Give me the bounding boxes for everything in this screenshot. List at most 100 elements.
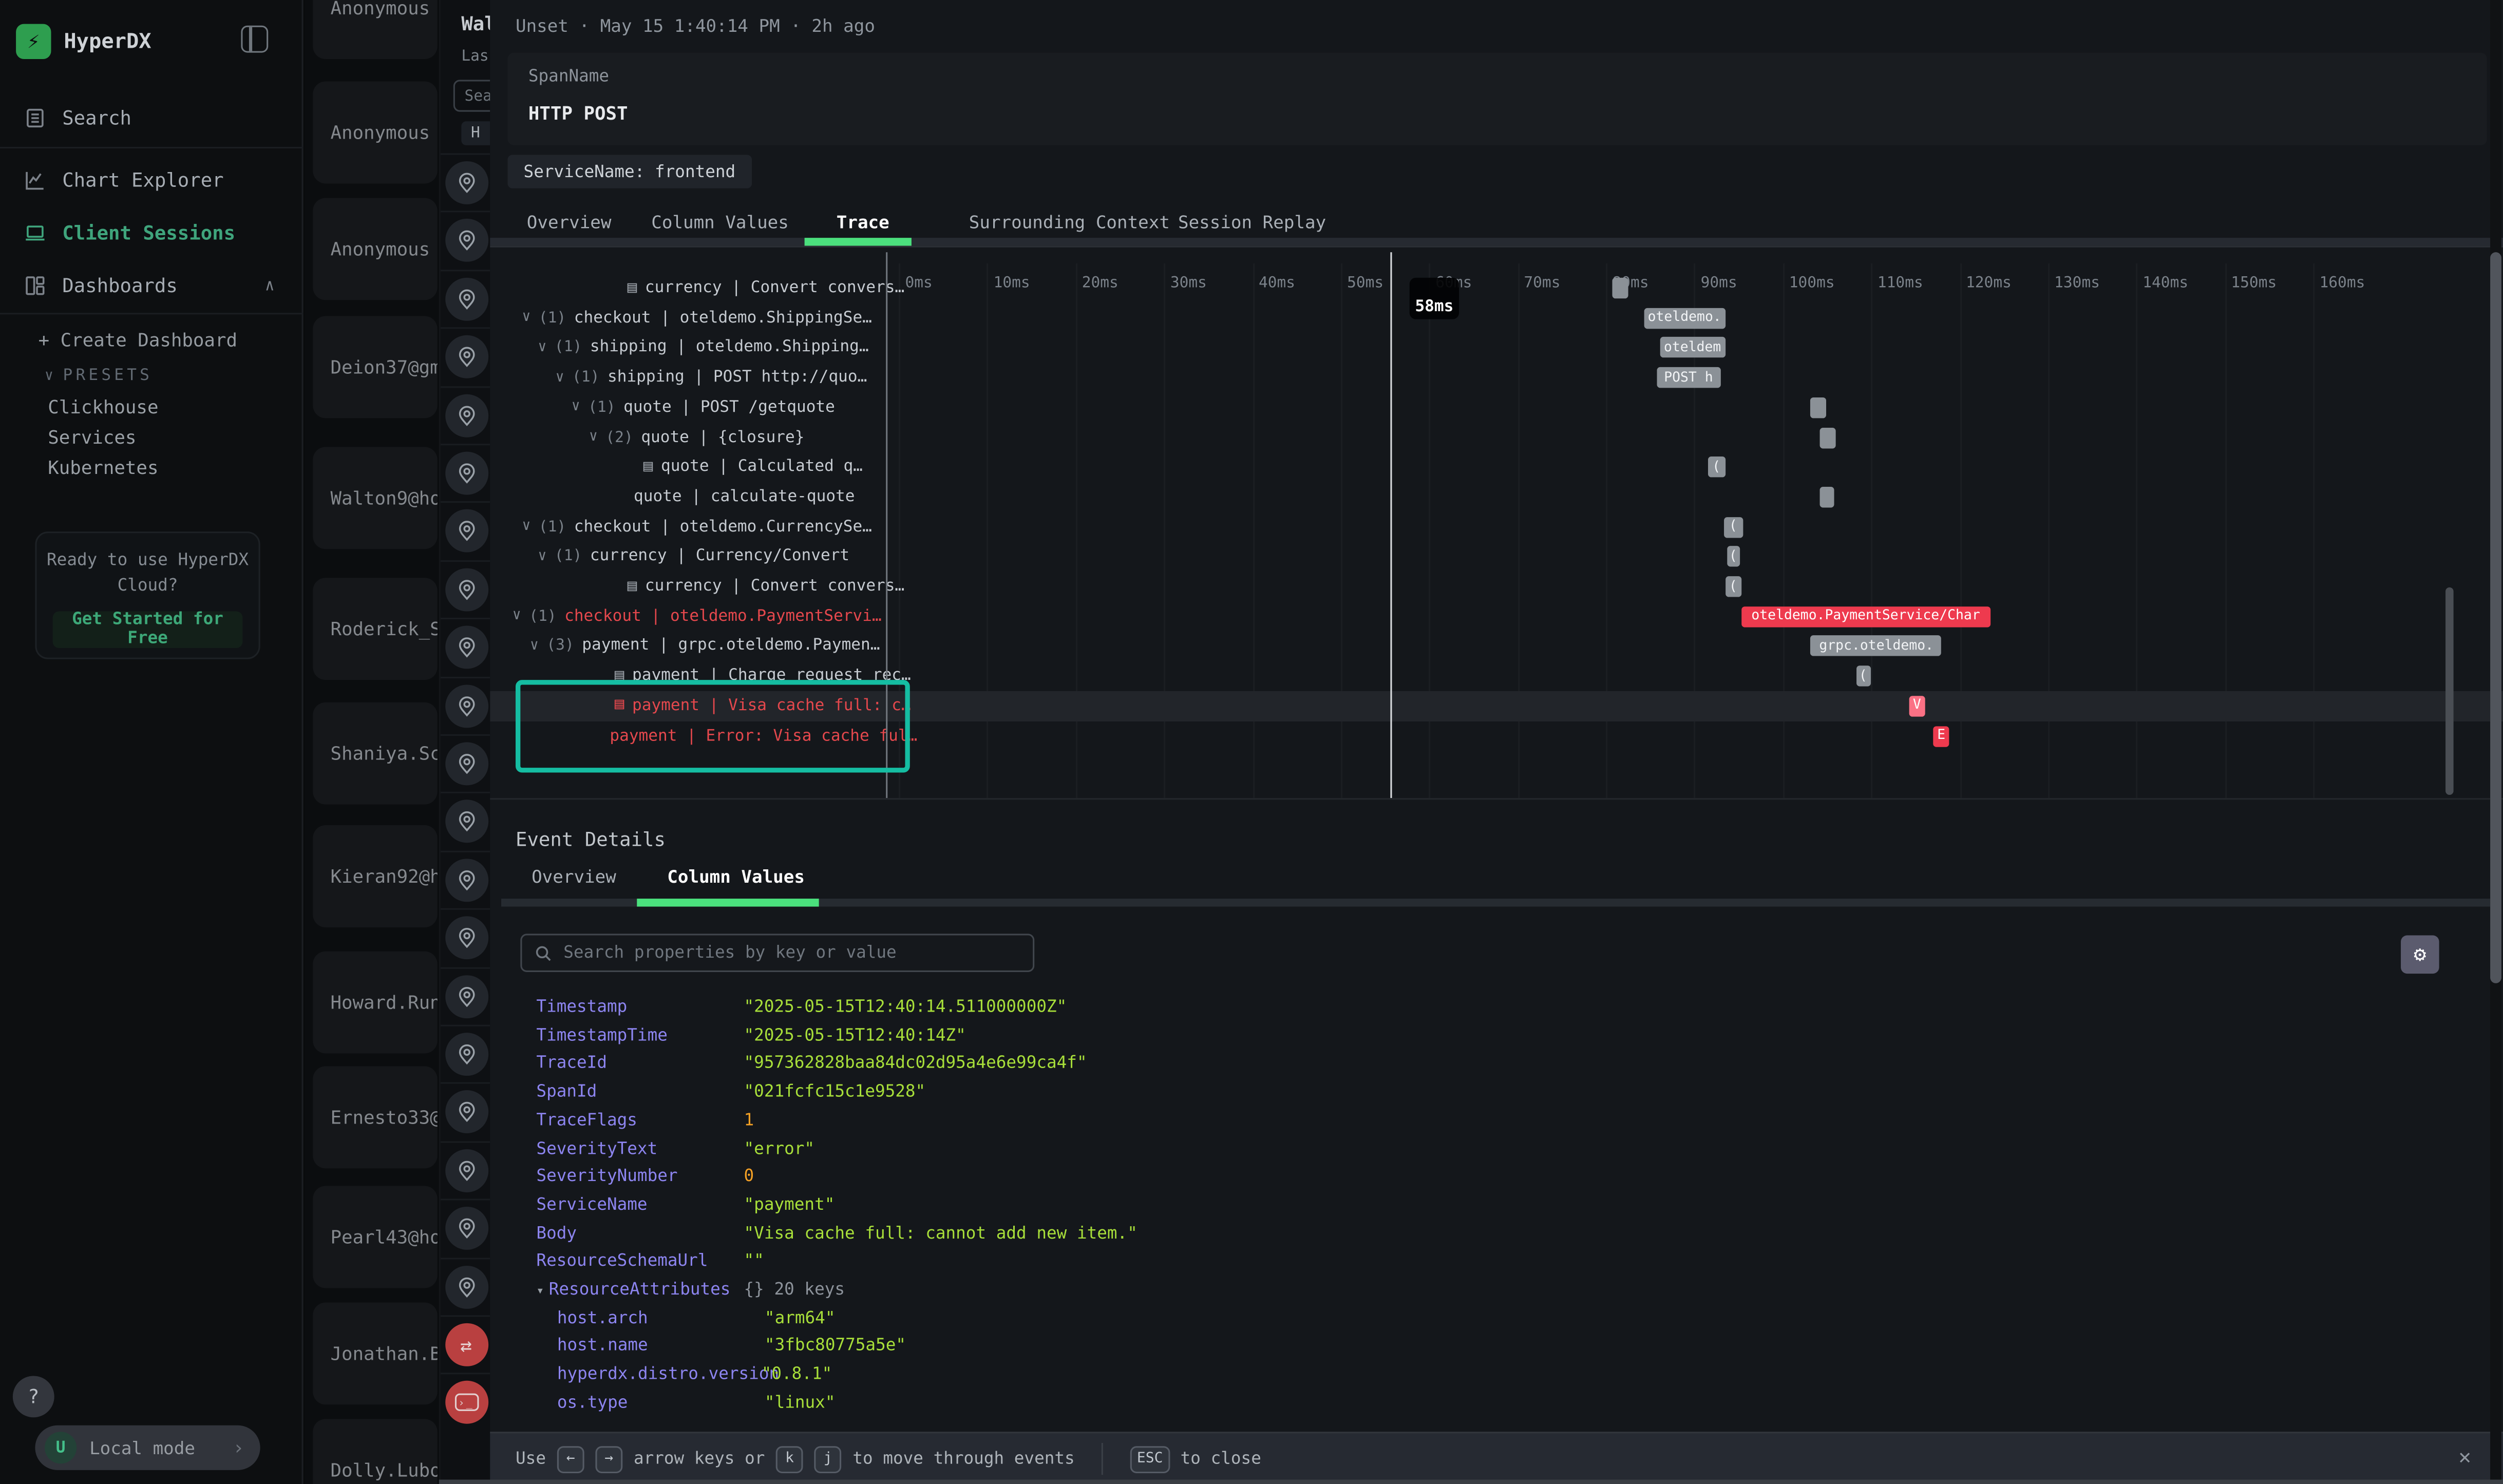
session-list-item[interactable]: Anonymous xyxy=(313,198,438,300)
event-details-tab-overview[interactable]: Overview xyxy=(532,866,616,888)
sidebar-item-chart-explorer[interactable]: Chart Explorer xyxy=(0,163,304,198)
trace-row[interactable]: ∨ (1) checkout | oteldemo.PaymentServi… ote… xyxy=(490,601,2503,632)
property-key: SeverityText xyxy=(536,1138,658,1158)
session-event-row[interactable] xyxy=(440,444,490,501)
trace-row[interactable]: ∨ (1) checkout | oteldemo.ShippingSe… oteld… xyxy=(490,303,2503,333)
session-list-item[interactable]: Jonathan.B xyxy=(313,1302,438,1405)
event-details-tab-column-values[interactable]: Column Values xyxy=(667,866,805,888)
trace-span-bar[interactable]: grpc.oteldemo. xyxy=(1811,636,1942,657)
sidebar-item-search[interactable]: Search xyxy=(0,101,304,136)
property-search-input[interactable]: Search properties by key or value xyxy=(520,934,1035,973)
sidebar-item-dashboards[interactable]: Dashboards ∧ xyxy=(0,268,304,303)
close-icon[interactable]: ✕ xyxy=(2458,1446,2471,1470)
trace-row[interactable]: ▤ currency | Convert convers… ( xyxy=(490,572,2503,602)
trace-span-bar[interactable]: POST h xyxy=(1656,367,1721,388)
trace-span-bar[interactable]: V xyxy=(1909,695,1925,717)
horizontal-scrollbar[interactable] xyxy=(439,1479,2503,1484)
sidebar-item-kubernetes[interactable]: Kubernetes xyxy=(48,456,159,479)
trace-span-bar[interactable]: oteldemo.PaymentService/Char xyxy=(1741,606,1990,627)
session-event-row[interactable] xyxy=(440,269,490,327)
trace-row[interactable]: ∨ (1) shipping | oteldemo.Shipping… oteldem xyxy=(490,333,2503,363)
session-event-row[interactable] xyxy=(440,676,490,734)
session-list-item[interactable]: Anonymous xyxy=(313,0,438,60)
trace-row[interactable]: ∨ (1) shipping | POST http://quo… POST h xyxy=(490,363,2503,393)
trace-span-bar[interactable]: ( xyxy=(1856,665,1870,687)
trace-row[interactable]: ∨ (1) quote | POST /getquote xyxy=(490,392,2503,423)
property-row: host.arch "arm64" xyxy=(557,1308,2153,1337)
session-event-row[interactable] xyxy=(440,908,490,966)
create-dashboard-button[interactable]: + Create Dashboard xyxy=(38,329,237,351)
trace-row-label: ∨ (2) quote | {closure} xyxy=(589,428,805,446)
trace-span-bar[interactable]: oteldemo. xyxy=(1644,307,1725,329)
session-list-item[interactable]: Pearl43@ho xyxy=(313,1186,438,1288)
trace-span-bar[interactable]: E xyxy=(1932,725,1950,747)
trace-span-bar[interactable] xyxy=(1612,277,1628,299)
session-list-item[interactable]: Howard.Run xyxy=(313,951,438,1054)
get-started-button[interactable]: Get Started for Free xyxy=(52,610,243,648)
sidebar-item-client-sessions[interactable]: Client Sessions xyxy=(0,216,304,251)
session-event-row[interactable] xyxy=(440,734,490,792)
trace-row[interactable]: ∨ (1) checkout | oteldemo.CurrencySe… ( xyxy=(490,512,2503,542)
session-error-event-row[interactable]: ›_ xyxy=(440,1373,490,1431)
trace-span-bar[interactable]: ( xyxy=(1725,576,1741,597)
session-event-row[interactable] xyxy=(440,502,490,559)
session-event-row[interactable] xyxy=(440,560,490,617)
trace-span-bar[interactable]: ( xyxy=(1723,516,1743,538)
tab-surrounding-context[interactable]: Surrounding Context xyxy=(969,212,1170,233)
session-list-item[interactable]: Dolly.Lubo xyxy=(313,1419,438,1484)
trace-span-bar[interactable]: ( xyxy=(1727,546,1739,567)
session-list-item[interactable]: Anonymous xyxy=(313,81,438,184)
trace-row[interactable]: ▤ quote | Calculated q… ( xyxy=(490,452,2503,482)
session-error-event-row[interactable]: ⇄ xyxy=(440,1315,490,1373)
tab-trace[interactable]: Trace xyxy=(836,212,889,233)
modal-scrollbar-thumb[interactable] xyxy=(2490,252,2501,983)
tree-timeline-splitter[interactable] xyxy=(886,252,888,798)
session-event-row[interactable] xyxy=(440,385,490,443)
trace-span-bar[interactable] xyxy=(1811,397,1826,418)
session-list-item[interactable]: Deion37@gm xyxy=(313,316,438,418)
session-event-row[interactable] xyxy=(440,1140,490,1198)
trace-row[interactable]: ▤ currency | Convert convers… xyxy=(490,273,2503,303)
collapse-sidebar-icon[interactable] xyxy=(241,25,269,53)
service-name-chip[interactable]: ServiceName: frontend xyxy=(507,155,752,188)
trace-span-bar[interactable]: ( xyxy=(1707,456,1725,478)
local-mode-menu[interactable]: U Local mode › xyxy=(35,1425,260,1470)
trace-row[interactable]: payment | Error: Visa cache ful… E xyxy=(490,720,2503,751)
session-list-item[interactable]: Walton9@ho xyxy=(313,447,438,549)
help-button[interactable]: ? xyxy=(12,1376,54,1418)
session-event-row[interactable] xyxy=(440,1082,490,1140)
session-list-item[interactable]: Kieran92@h xyxy=(313,825,438,927)
property-row[interactable]: ▾ ResourceAttributes {} 20 keys xyxy=(536,1280,2132,1309)
session-list-item[interactable]: Roderick_S xyxy=(313,578,438,680)
session-event-row[interactable] xyxy=(440,327,490,385)
session-event-row[interactable] xyxy=(440,1257,490,1315)
session-event-row[interactable] xyxy=(440,1198,490,1257)
session-event-row[interactable] xyxy=(440,792,490,850)
session-list-item[interactable]: Ernesto33@ xyxy=(313,1066,438,1169)
trace-row[interactable]: ∨ (1) currency | Currency/Convert ( xyxy=(490,542,2503,572)
trace-span-bar[interactable] xyxy=(1819,486,1834,508)
session-event-row[interactable] xyxy=(440,850,490,908)
trace-span-bar[interactable] xyxy=(1819,427,1836,448)
session-event-row[interactable] xyxy=(440,1024,490,1082)
tab-column-values[interactable]: Column Values xyxy=(651,212,789,233)
tab-overview[interactable]: Overview xyxy=(526,212,612,233)
trace-row[interactable]: ∨ (2) quote | {closure} xyxy=(490,422,2503,452)
presets-group-header[interactable]: ∨ PRESETS xyxy=(45,367,153,385)
trace-scrollbar-thumb[interactable] xyxy=(2445,587,2454,795)
trace-row[interactable]: quote | calculate-quote xyxy=(490,482,2503,512)
session-event-row[interactable] xyxy=(440,618,490,676)
session-filter-chip[interactable]: H xyxy=(461,121,490,145)
session-event-row[interactable] xyxy=(440,966,490,1024)
session-search-input[interactable]: Sea xyxy=(453,80,490,112)
session-event-row[interactable] xyxy=(440,211,490,269)
gear-icon[interactable]: ⚙ xyxy=(2401,935,2439,974)
trace-row[interactable]: ▤ payment | Visa cache full: c… V xyxy=(490,691,2503,721)
session-list-item[interactable]: Shaniya.Sc xyxy=(313,702,438,805)
trace-span-bar[interactable]: oteldem xyxy=(1660,337,1725,358)
trace-row[interactable]: ∨ (3) payment | grpc.oteldemo.Paymen… grpc.… xyxy=(490,631,2503,661)
sidebar-item-services[interactable]: Services xyxy=(48,426,137,449)
tab-session-replay[interactable]: Session Replay xyxy=(1178,212,1326,233)
sidebar-item-clickhouse[interactable]: Clickhouse xyxy=(48,395,159,418)
session-event-row[interactable] xyxy=(440,153,490,211)
